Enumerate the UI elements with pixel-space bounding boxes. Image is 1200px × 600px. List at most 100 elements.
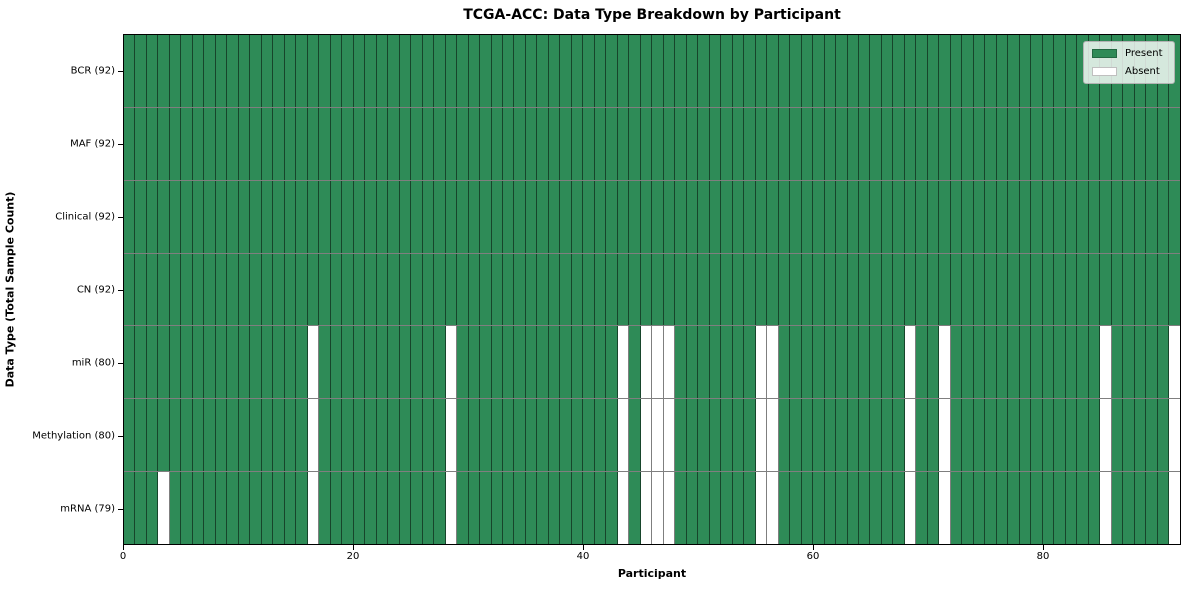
heatmap-cell bbox=[1157, 253, 1170, 326]
x-axis-tick-mark bbox=[353, 545, 354, 550]
heatmap-cell bbox=[422, 472, 435, 545]
heatmap-cell bbox=[330, 180, 343, 253]
heatmap-cell bbox=[836, 399, 848, 472]
heatmap-cell bbox=[973, 107, 986, 180]
heatmap-cell bbox=[675, 35, 687, 107]
heatmap-cell bbox=[583, 253, 595, 326]
heatmap-cell bbox=[480, 472, 492, 545]
heatmap-cell bbox=[353, 180, 366, 253]
heatmap-cell bbox=[686, 107, 699, 180]
heatmap-cell bbox=[238, 472, 251, 545]
heatmap-cell bbox=[1088, 326, 1101, 399]
heatmap-cell bbox=[606, 326, 618, 399]
heatmap-cell bbox=[652, 326, 664, 399]
heatmap-cell bbox=[215, 180, 228, 253]
heatmap-cell bbox=[836, 107, 848, 180]
heatmap-cell bbox=[169, 180, 182, 253]
heatmap-cell bbox=[927, 35, 940, 107]
heatmap-cell bbox=[411, 399, 423, 472]
heatmap-cell bbox=[1031, 326, 1043, 399]
heatmap-cell bbox=[307, 107, 320, 180]
heatmap-cell bbox=[824, 180, 837, 253]
heatmap-cell bbox=[640, 253, 653, 326]
heatmap-cell bbox=[1146, 107, 1158, 180]
heatmap-cell bbox=[927, 399, 940, 472]
heatmap-cell bbox=[227, 326, 239, 399]
heatmap-cell bbox=[365, 107, 377, 180]
heatmap-cell bbox=[663, 35, 676, 107]
heatmap-cell bbox=[686, 253, 699, 326]
heatmap-cell bbox=[904, 180, 917, 253]
heatmap-cell bbox=[1019, 253, 1032, 326]
heatmap-cell bbox=[755, 107, 768, 180]
heatmap-cell bbox=[560, 399, 572, 472]
heatmap-cell bbox=[227, 35, 239, 107]
heatmap-cell bbox=[813, 180, 825, 253]
heatmap-cell bbox=[514, 399, 526, 472]
heatmap-cell bbox=[939, 253, 951, 326]
heatmap-cell bbox=[870, 107, 882, 180]
heatmap-cell bbox=[1146, 180, 1158, 253]
heatmap-cell bbox=[755, 253, 768, 326]
heatmap-cell bbox=[985, 35, 997, 107]
heatmap-cell bbox=[962, 472, 974, 545]
heatmap-cell bbox=[1065, 399, 1078, 472]
heatmap-cell bbox=[445, 107, 458, 180]
heatmap-cell bbox=[135, 472, 147, 545]
heatmap-cell bbox=[1065, 107, 1078, 180]
heatmap-cell bbox=[181, 253, 193, 326]
legend-entry: Present bbox=[1092, 47, 1166, 60]
heatmap-cell bbox=[1100, 399, 1112, 472]
heatmap-cell bbox=[709, 326, 722, 399]
heatmap-cell bbox=[548, 107, 561, 180]
heatmap-cell bbox=[192, 399, 205, 472]
heatmap-cell bbox=[250, 472, 262, 545]
heatmap-cell bbox=[1088, 180, 1101, 253]
heatmap-cell bbox=[629, 399, 641, 472]
heatmap-cell bbox=[709, 180, 722, 253]
heatmap-cell bbox=[640, 107, 653, 180]
heatmap-cell bbox=[514, 326, 526, 399]
heatmap-cell bbox=[284, 399, 297, 472]
heatmap-cell bbox=[629, 326, 641, 399]
heatmap-cell bbox=[847, 253, 859, 326]
heatmap-cell bbox=[893, 472, 905, 545]
heatmap-cell bbox=[376, 35, 389, 107]
heatmap-cell bbox=[445, 253, 458, 326]
heatmap-cell bbox=[342, 107, 354, 180]
heatmap-cell bbox=[238, 180, 251, 253]
heatmap-cell bbox=[1146, 472, 1158, 545]
heatmap-cell bbox=[1008, 326, 1020, 399]
heatmap-cell bbox=[192, 107, 205, 180]
x-axis-tick-label: 60 bbox=[806, 551, 820, 562]
heatmap-cell bbox=[1169, 326, 1180, 399]
heatmap-cell bbox=[870, 399, 882, 472]
heatmap-cell bbox=[732, 399, 745, 472]
heatmap-cell bbox=[640, 180, 653, 253]
heatmap-cell bbox=[1169, 107, 1180, 180]
heatmap-cell bbox=[1088, 107, 1101, 180]
heatmap-cell bbox=[813, 35, 825, 107]
heatmap-cell bbox=[801, 326, 814, 399]
heatmap-cell bbox=[629, 107, 641, 180]
heatmap-cell bbox=[1031, 253, 1043, 326]
heatmap-cell bbox=[1008, 180, 1020, 253]
heatmap-cell bbox=[1123, 472, 1135, 545]
heatmap-cell bbox=[893, 326, 905, 399]
heatmap-cell bbox=[502, 253, 515, 326]
heatmap-cell bbox=[583, 107, 595, 180]
heatmap-cell bbox=[365, 326, 377, 399]
heatmap-cell bbox=[342, 399, 354, 472]
heatmap-cell bbox=[1054, 253, 1066, 326]
heatmap-cell bbox=[525, 326, 538, 399]
heatmap-cell bbox=[755, 35, 768, 107]
heatmap-cell bbox=[904, 107, 917, 180]
heatmap-cell bbox=[537, 326, 549, 399]
heatmap-cell bbox=[916, 35, 928, 107]
heatmap-cell bbox=[457, 326, 469, 399]
heatmap-cell bbox=[169, 472, 182, 545]
heatmap-cell bbox=[1054, 472, 1066, 545]
heatmap-cell bbox=[261, 399, 274, 472]
heatmap-cell bbox=[411, 180, 423, 253]
